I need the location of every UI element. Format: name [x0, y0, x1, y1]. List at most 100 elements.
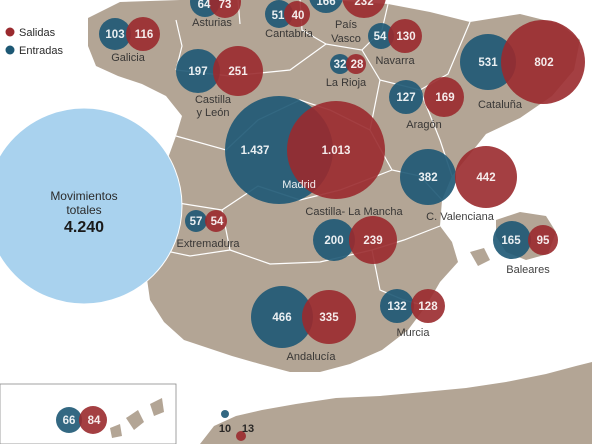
cataluna-entradas-value: 531 — [478, 57, 498, 69]
canarias-island-2 — [150, 398, 164, 416]
region-galicia: 103 116 Galicia — [99, 17, 160, 64]
canarias-inset-frame — [0, 383, 177, 444]
la-rioja-salidas-value: 28 — [351, 59, 364, 71]
aragon-salidas-value: 169 — [435, 92, 454, 104]
extremadura-entradas-value: 57 — [190, 216, 203, 228]
ceuta-melilla-entradas-value: 10 — [219, 423, 231, 435]
region-asturias: 64 73 Asturias — [190, 0, 241, 29]
asturias-entradas-value: 64 — [198, 0, 211, 11]
baleares-entradas-bubble — [493, 221, 531, 259]
murcia-entradas-value: 132 — [387, 301, 406, 313]
navarra-salidas-bubble — [388, 19, 422, 53]
castilla-la-mancha-salidas-bubble — [349, 216, 397, 264]
cataluna-salidas-bubble — [501, 20, 585, 104]
baleares-name: Baleares — [506, 264, 550, 276]
c-valenciana-entradas-value: 382 — [418, 172, 437, 184]
pais-vasco-salidas-value: 232 — [354, 0, 373, 8]
ceuta-melilla-salidas-value: 13 — [242, 423, 254, 435]
asturias-salidas-value: 73 — [219, 0, 232, 11]
legend: Salidas Entradas — [5, 27, 64, 57]
madrid-name: Madrid — [282, 179, 316, 191]
andalucia-salidas-bubble — [302, 290, 356, 344]
castilla-la-mancha-salidas-value: 239 — [363, 235, 382, 247]
aragon-entradas-bubble — [389, 80, 423, 114]
c-valenciana-name: C. Valenciana — [426, 211, 495, 223]
castilla-leon-salidas-bubble — [213, 46, 263, 96]
aragon-name: Aragón — [406, 119, 441, 131]
la-rioja-name: La Rioja — [326, 77, 367, 89]
c-valenciana-salidas-value: 442 — [476, 172, 495, 184]
canarias-salidas-value: 84 — [88, 415, 101, 427]
baleares-salidas-value: 95 — [537, 235, 550, 247]
andalucia-name: Andalucía — [287, 351, 337, 363]
region-murcia: 132 128 Murcia — [380, 289, 445, 339]
region-la-rioja: 32 28 La Rioja — [326, 54, 367, 89]
extremadura-entradas-bubble — [185, 210, 207, 232]
castilla-la-mancha-name: Castilla- La Mancha — [305, 206, 403, 218]
castilla-leon-name-line2: y León — [196, 107, 229, 119]
castilla-leon-name-line1: Castilla — [195, 94, 232, 106]
cantabria-entradas-value: 51 — [272, 10, 285, 22]
navarra-entradas-value: 54 — [374, 31, 387, 43]
castilla-la-mancha-entradas-value: 200 — [324, 235, 343, 247]
castilla-leon-entradas-bubble — [176, 49, 220, 93]
legend-entradas-label: Entradas — [19, 45, 64, 57]
region-castilla-la-mancha: 200 239 Castilla- La Mancha — [305, 206, 403, 264]
region-bubbles: 64 73 Asturias 51 40 Cantabria 166 232 P… — [56, 0, 585, 441]
ibiza-shape — [470, 248, 490, 266]
total-label-line2: totales — [66, 203, 101, 217]
canarias-entradas-bubble — [56, 407, 82, 433]
navarra-entradas-bubble — [368, 23, 394, 49]
region-extremadura: 57 54 Extremadura — [177, 210, 240, 250]
madrid-salidas-value: 1.013 — [322, 145, 351, 157]
navarra-name: Navarra — [375, 55, 415, 67]
madrid-salidas-bubble — [287, 101, 385, 199]
region-castilla-leon: 197 251 Castilla y León — [176, 46, 263, 119]
legend-entradas-swatch — [5, 45, 15, 55]
asturias-name: Asturias — [192, 17, 232, 29]
pais-vasco-name-line2: Vasco — [331, 33, 361, 45]
region-cataluna: 531 802 Cataluña — [460, 20, 585, 111]
castilla-leon-entradas-value: 197 — [188, 66, 207, 78]
region-c-valenciana: 382 442 C. Valenciana — [400, 146, 517, 223]
region-andalucia: 466 335 Andalucía — [251, 286, 356, 363]
castilla-la-mancha-entradas-bubble — [313, 219, 355, 261]
cataluna-entradas-bubble — [460, 34, 516, 90]
pais-vasco-entradas-value: 166 — [316, 0, 335, 8]
galicia-salidas-bubble — [126, 17, 160, 51]
galicia-entradas-value: 103 — [105, 29, 124, 41]
region-madrid: 1.437 1.013 Madrid — [225, 96, 385, 204]
canarias-island-3 — [110, 424, 122, 438]
la-rioja-entradas-bubble — [330, 54, 350, 74]
total-circle — [0, 107, 183, 305]
la-rioja-salidas-bubble — [346, 54, 366, 74]
north-africa-shape — [200, 362, 592, 444]
ceuta-melilla-salidas-bubble — [236, 431, 246, 441]
baleares-entradas-value: 165 — [501, 235, 521, 247]
aragon-salidas-bubble — [424, 77, 464, 117]
galicia-entradas-bubble — [99, 18, 131, 50]
la-rioja-entradas-value: 32 — [334, 59, 347, 71]
region-cantabria: 51 40 Cantabria — [265, 0, 314, 40]
aragon-entradas-value: 127 — [396, 92, 415, 104]
extremadura-salidas-value: 54 — [211, 216, 224, 228]
murcia-salidas-bubble — [411, 289, 445, 323]
pais-vasco-entradas-bubble — [309, 0, 343, 13]
region-ceuta-melilla: 10 13 — [219, 410, 254, 441]
canarias-island-1 — [126, 410, 144, 430]
extremadura-salidas-bubble — [205, 210, 227, 232]
legend-salidas-swatch — [5, 27, 15, 37]
asturias-salidas-bubble — [209, 0, 241, 18]
baleares-salidas-bubble — [528, 225, 558, 255]
madrid-entradas-value: 1.437 — [241, 145, 270, 157]
andalucia-salidas-value: 335 — [319, 312, 339, 324]
region-canarias: 66 84 — [56, 406, 107, 434]
pais-vasco-salidas-bubble — [342, 0, 386, 18]
andalucia-entradas-bubble — [251, 286, 313, 348]
region-baleares: 165 95 Baleares — [493, 221, 558, 276]
c-valenciana-entradas-bubble — [400, 149, 456, 205]
cataluna-name: Cataluña — [478, 99, 523, 111]
pais-vasco-name-line1: País — [335, 19, 358, 31]
